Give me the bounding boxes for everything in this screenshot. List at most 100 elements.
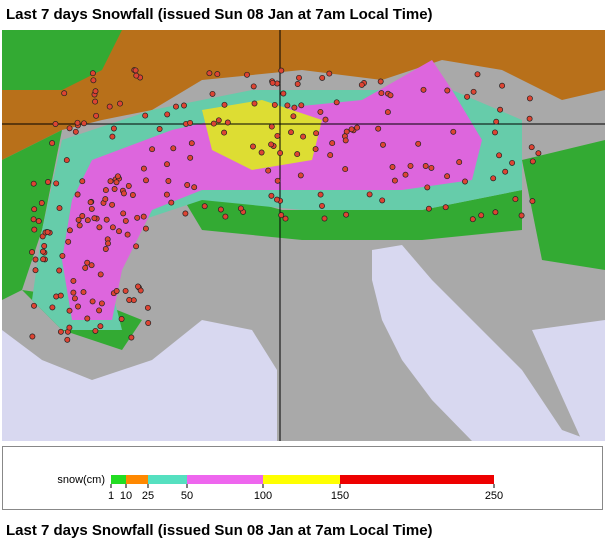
station [529,198,536,205]
station [29,249,35,256]
station [102,196,109,203]
station [31,302,37,309]
station [92,327,99,334]
station [250,83,257,90]
station [124,231,131,238]
station [407,162,414,169]
station [32,256,39,263]
station [90,77,97,84]
station [31,206,38,213]
station [444,173,451,180]
station [140,165,147,172]
station [44,229,51,236]
station [70,277,77,284]
station [221,129,228,136]
station [278,212,285,219]
sea [372,245,592,441]
station [97,271,104,278]
legend: snow(cm) 1 10 25 50 100 150 250 [2,446,603,510]
station [387,92,394,99]
station [81,120,87,127]
station [66,324,73,331]
stations [29,67,542,343]
station [84,315,91,322]
station [142,112,149,119]
station [188,140,195,147]
station [456,159,463,166]
station [91,215,98,222]
station [135,283,141,290]
station [84,259,91,266]
station [118,316,125,322]
station [268,192,275,199]
station [59,252,66,259]
station [63,157,70,164]
station [122,217,129,224]
station [111,186,118,192]
low-snow [2,130,62,300]
station [30,216,37,223]
station [280,90,287,97]
station [66,125,73,132]
station [319,202,325,209]
station [535,150,542,157]
station [98,300,105,307]
high-snow [62,60,482,320]
station [168,199,175,206]
station [126,297,133,303]
station [66,227,73,234]
color-segment [126,475,148,484]
station [170,145,177,152]
station [102,246,109,252]
station [182,210,189,217]
station [375,125,382,132]
station [57,292,64,299]
station [526,115,533,122]
station [210,120,217,127]
station [342,137,349,144]
station [89,298,96,305]
station [274,196,280,203]
station [64,336,71,343]
station [140,213,147,220]
station [75,216,82,223]
station [478,212,485,219]
station [420,86,427,93]
station [251,100,258,107]
station [300,133,307,140]
station [125,182,132,189]
tick-label: 25 [142,490,154,502]
station [181,102,187,109]
station [31,226,38,233]
station [265,167,272,174]
station [88,205,95,212]
station [165,178,172,184]
station [40,256,47,263]
tick-label: 1 [108,490,114,502]
station [128,334,135,341]
station [462,178,468,185]
station [142,225,149,232]
station [321,215,328,222]
station [294,81,301,87]
station [107,178,114,185]
station [156,126,163,132]
station [493,118,500,125]
station [389,164,396,170]
station [464,93,471,100]
station [294,151,301,158]
station [296,74,302,81]
station [163,191,170,198]
station [92,98,99,105]
station [88,262,95,269]
station [79,178,86,185]
station [96,224,103,231]
low-snow [522,140,605,270]
station [288,129,294,136]
station [343,211,350,218]
station [297,172,304,179]
station [133,243,140,250]
station [184,182,191,188]
station [470,88,477,95]
station [49,304,56,311]
